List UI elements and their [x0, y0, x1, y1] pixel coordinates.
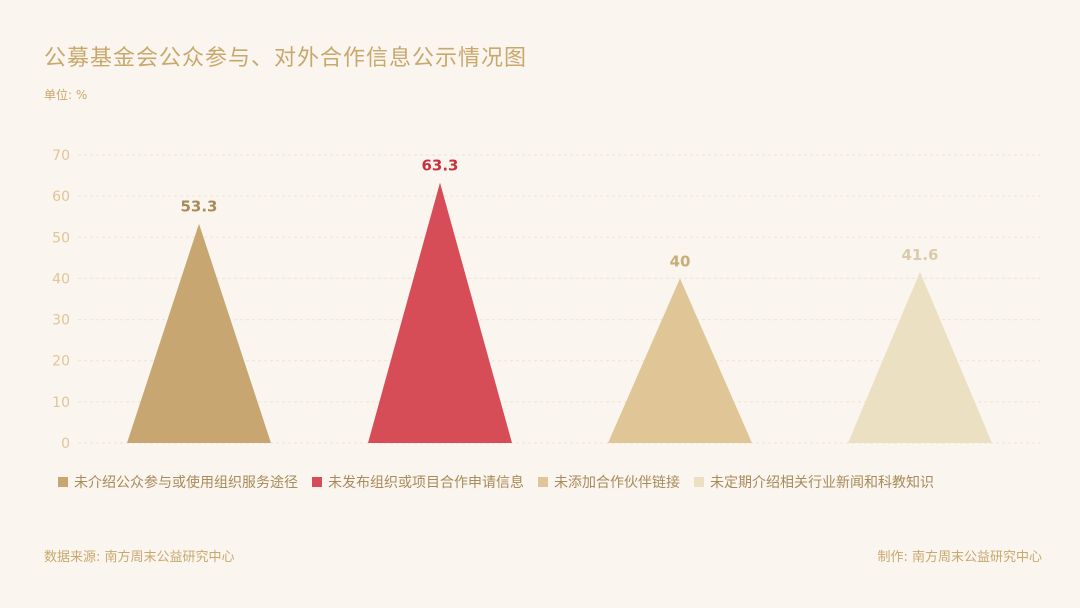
data-label-3: 41.6: [901, 246, 938, 264]
legend-swatch-0: [58, 477, 68, 487]
y-tick-label-70: 70: [52, 148, 70, 164]
y-tick-label-40: 40: [52, 271, 70, 287]
legend-label-3: 未定期介绍相关行业新闻和科教知识: [710, 475, 934, 491]
legend-swatch-2: [538, 477, 548, 487]
y-tick-label-60: 60: [52, 189, 70, 205]
bar-2: [608, 278, 752, 443]
legend-label-0: 未介绍公众参与或使用组织服务途径: [74, 475, 298, 491]
y-tick-label-30: 30: [52, 313, 70, 329]
legend-swatch-3: [694, 477, 704, 487]
legend-swatch-1: [312, 477, 322, 487]
legend-item-3: 未定期介绍相关行业新闻和科教知识: [694, 472, 934, 492]
legend-item-0: 未介绍公众参与或使用组织服务途径: [58, 472, 298, 492]
legend-item-2: 未添加合作伙伴链接: [538, 472, 680, 492]
legend-item-1: 未发布组织或项目合作申请信息: [312, 472, 524, 492]
data-source: 数据来源: 南方周末公益研究中心: [44, 550, 235, 565]
unit-label: 单位: %: [44, 88, 88, 102]
y-tick-label-20: 20: [52, 354, 70, 370]
bar-0: [127, 223, 271, 443]
legend-label-1: 未发布组织或项目合作申请信息: [328, 475, 524, 491]
y-tick-label-0: 0: [61, 436, 70, 452]
data-label-0: 53.3: [180, 198, 217, 216]
data-label-2: 40: [670, 252, 691, 270]
chart-title: 公募基金会公众参与、对外合作信息公示情况图: [44, 46, 528, 71]
bar-3: [848, 271, 992, 443]
bar-1: [368, 182, 512, 443]
y-tick-label-50: 50: [52, 230, 70, 246]
legend: 未介绍公众参与或使用组织服务途径 未发布组织或项目合作申请信息 未添加合作伙伴链…: [58, 472, 934, 492]
legend-label-2: 未添加合作伙伴链接: [554, 475, 680, 491]
data-label-1: 63.3: [421, 157, 458, 175]
credit: 制作: 南方周末公益研究中心: [877, 550, 1042, 565]
y-tick-label-10: 10: [52, 395, 70, 411]
triangle-bar-chart: 0 10 20 30 40 50 60 70 53.3 63.3 40 41.6: [52, 148, 1040, 452]
